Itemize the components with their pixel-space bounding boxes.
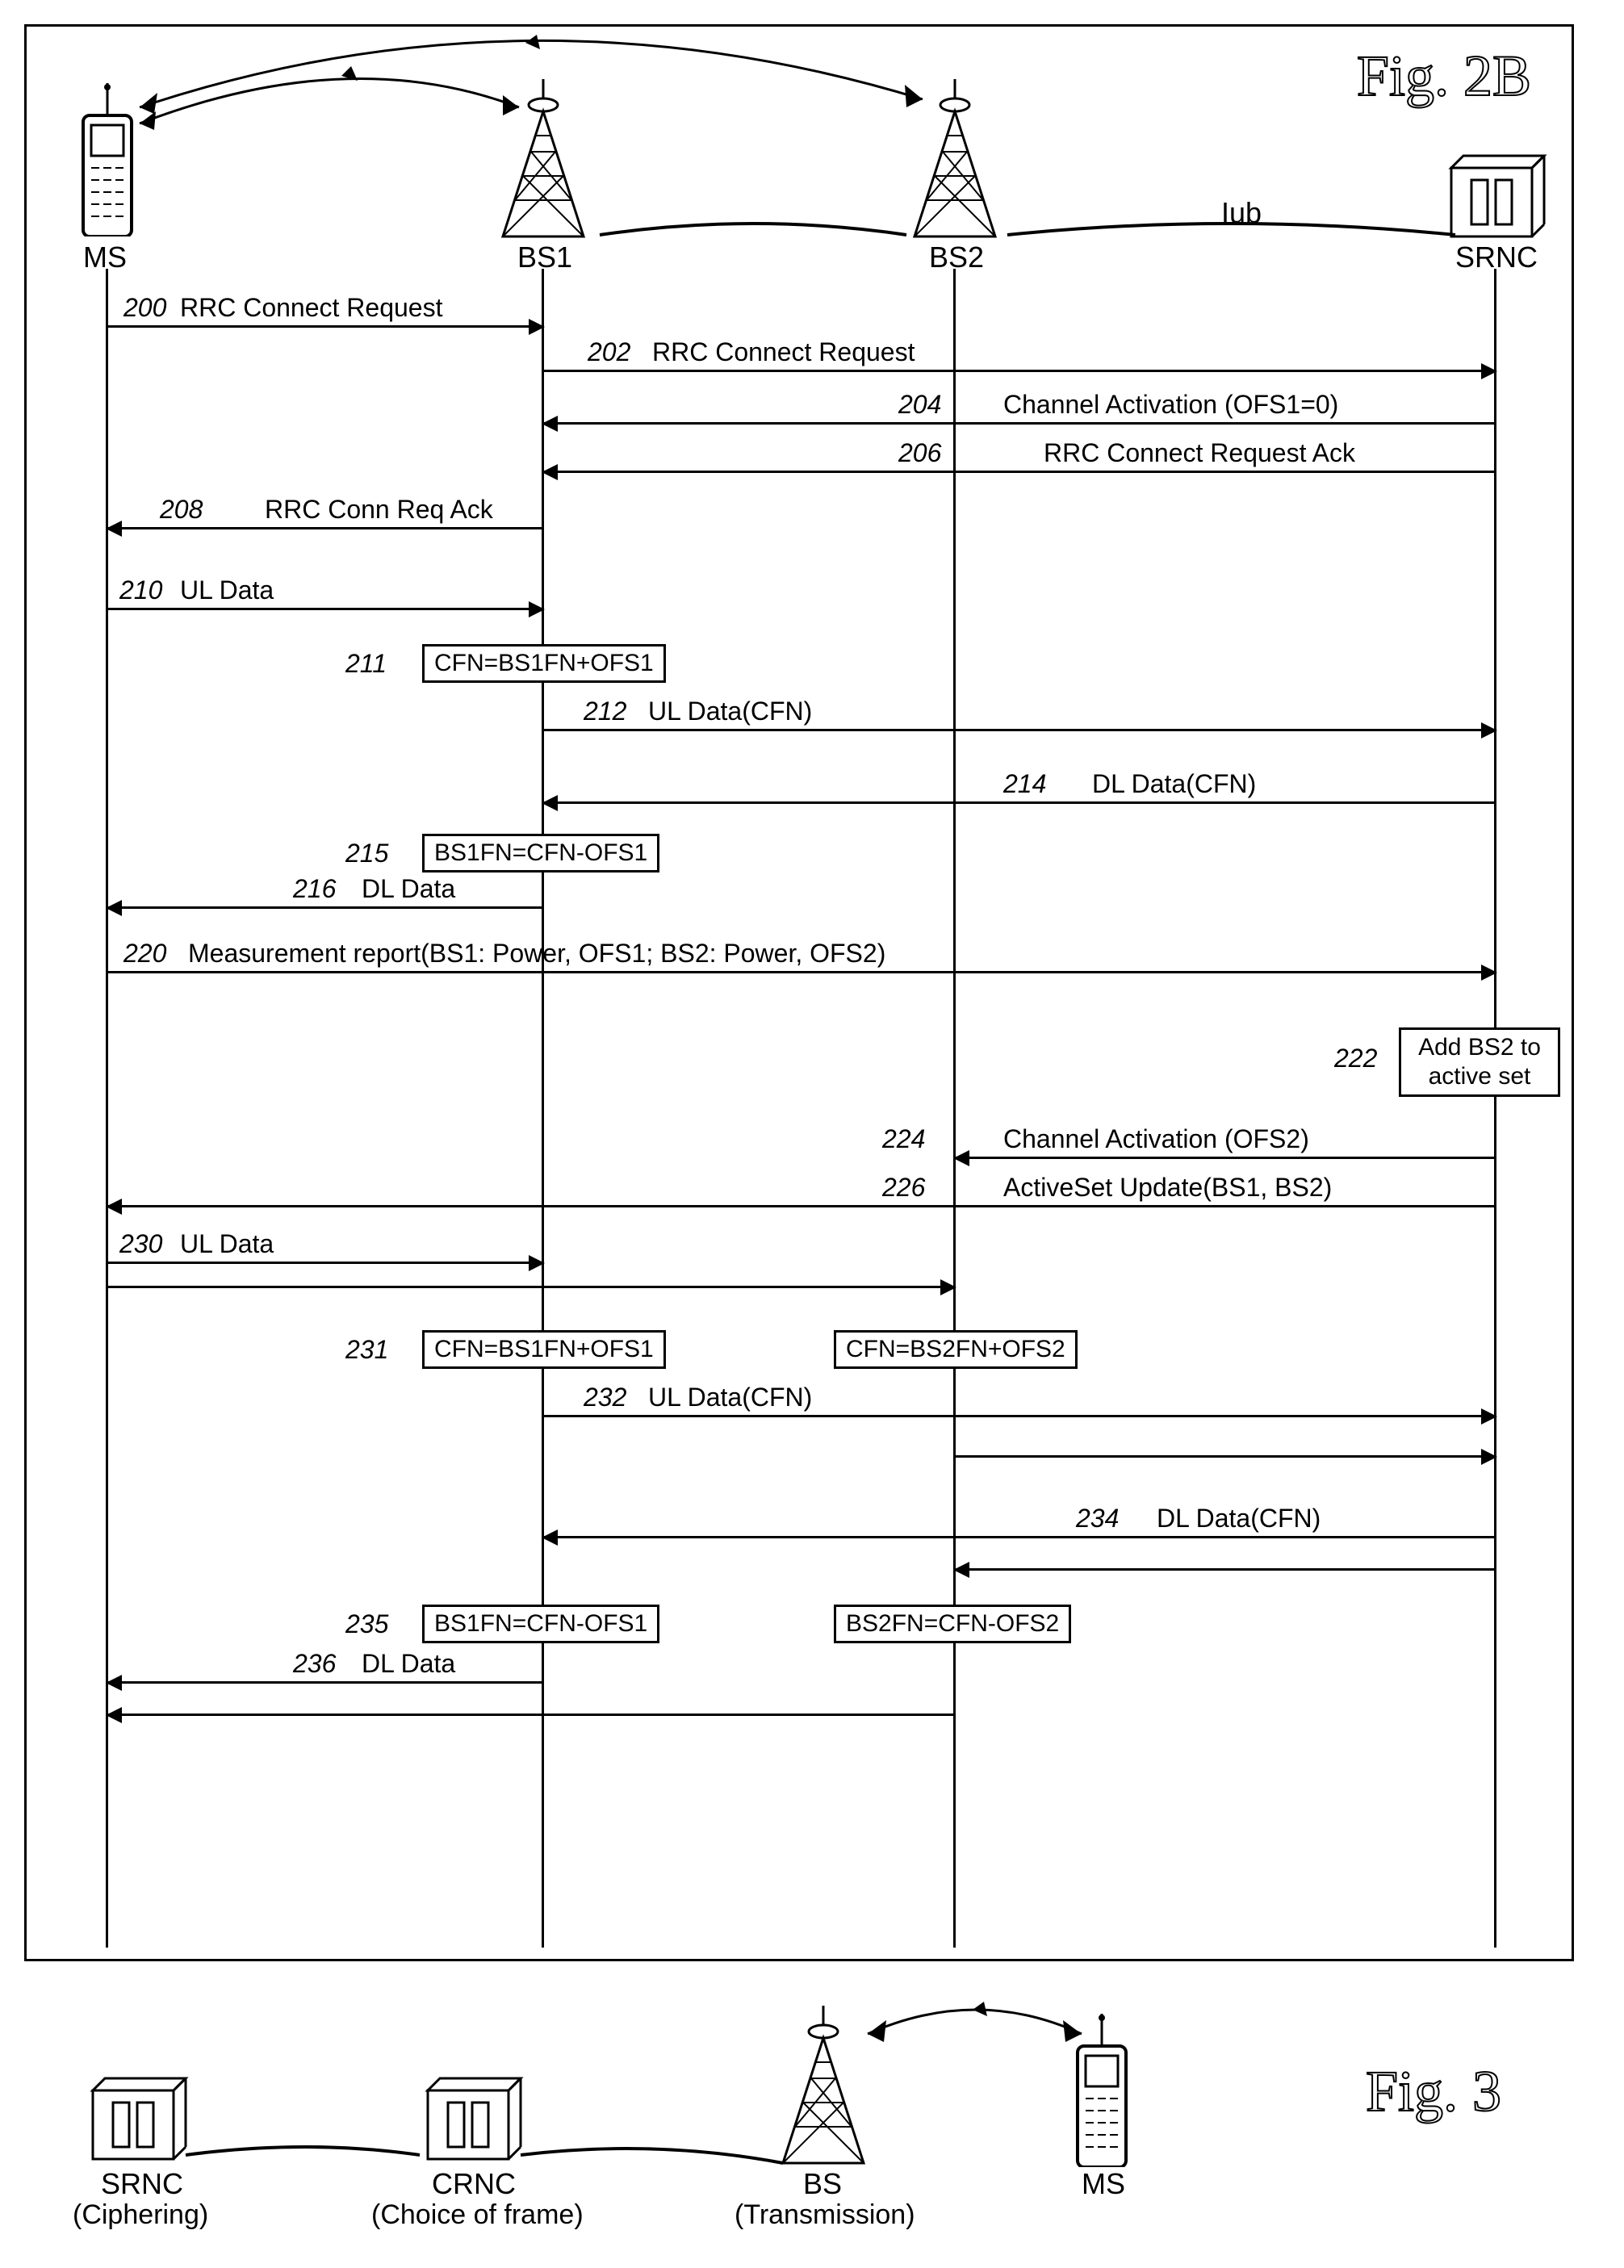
arrow-208 [107,527,543,529]
msg-label-236: DL Data [362,1649,455,1679]
arrow-17 [955,1568,1496,1571]
arrow-204 [543,422,1496,425]
msg-num-210: 210 [119,575,162,605]
bs1-label: BS1 [517,241,572,274]
msg-label-202: RRC Connect Request [652,337,915,367]
calc-box-0: CFN=BS1FN+OFS1 [422,644,666,683]
msg-num-206: 206 [898,438,941,468]
calc-box-2: CFN=BS1FN+OFS1 [422,1330,666,1369]
msg-num-232: 232 [584,1383,626,1412]
msg-num-226: 226 [882,1173,925,1203]
bs2-label: BS2 [929,241,984,274]
fig3-ms-name: MS [1082,2167,1125,2201]
ms-label: MS [83,241,127,274]
arrow-216 [107,906,543,909]
arrow-220 [107,971,1496,973]
arrow-212 [543,729,1496,731]
sidebox-222: Add BS2 to active set [1399,1027,1560,1097]
msg-num-216: 216 [293,874,336,904]
msg-num-212: 212 [584,697,626,726]
calc-box-3: CFN=BS2FN+OFS2 [834,1330,1078,1369]
msg-label-234: DL Data(CFN) [1157,1504,1321,1534]
msg-num-208: 208 [160,495,203,525]
fig3-srnc-name: SRNC [101,2167,183,2201]
fig3-bs-name: BS [803,2167,842,2201]
arrow-232 [543,1415,1496,1417]
fig3-title: Fig. 3 [1366,2058,1501,2125]
calc-num-235: 235 [345,1609,388,1639]
arrow-206 [543,471,1496,473]
msg-label-204: Channel Activation (OFS1=0) [1003,390,1338,420]
msg-num-230: 230 [119,1229,162,1259]
srnc-label: SRNC [1455,241,1538,274]
arrow-13 [107,1286,955,1288]
calc-box-5: BS2FN=CFN-OFS2 [834,1605,1071,1643]
arrow-210 [107,608,543,610]
msg-label-200: RRC Connect Request [180,293,442,323]
calc-box-4: BS1FN=CFN-OFS1 [422,1605,659,1643]
calc-num-231: 231 [345,1335,388,1365]
calc-box-1: BS1FN=CFN-OFS1 [422,834,659,872]
msg-num-202: 202 [588,337,630,367]
fig3-links [24,1994,1235,2220]
fig3-crnc-name: CRNC [432,2167,516,2201]
msg-num-214: 214 [1003,769,1046,799]
msg-label-216: DL Data [362,874,455,904]
arrow-226 [107,1205,1496,1207]
arrow-234 [543,1536,1496,1538]
msg-label-226: ActiveSet Update(BS1, BS2) [1003,1173,1332,1203]
arrow-224 [955,1157,1496,1159]
sidebox-num: 222 [1334,1044,1377,1073]
fig3-bs-sub: (Transmission) [735,2199,915,2231]
msg-label-210: UL Data [180,575,274,605]
arrow-19 [107,1714,955,1716]
arrow-236 [107,1681,543,1684]
fig3-container: Fig. 3 [24,1994,1574,2244]
fig2b-container: Fig. 2B [24,24,1574,1961]
srnc-lifeline [1494,269,1496,1948]
msg-label-206: RRC Connect Request Ack [1044,438,1355,468]
bs2-lifeline [953,269,956,1948]
arrow-202 [543,370,1496,372]
msg-label-214: DL Data(CFN) [1092,769,1256,799]
arrow-230 [107,1262,543,1264]
msg-label-212: UL Data(CFN) [648,697,812,726]
sidebox-line2: active set [1429,1063,1531,1090]
calc-num-211: 211 [345,649,387,679]
arrow-15 [955,1455,1496,1458]
bs1-lifeline [542,269,544,1948]
msg-num-224: 224 [882,1124,925,1154]
msg-label-220: Measurement report(BS1: Power, OFS1; BS2… [188,939,885,969]
fig3-crnc-sub: (Choice of frame) [371,2199,584,2231]
msg-num-200: 200 [123,293,166,323]
msg-num-234: 234 [1076,1504,1119,1534]
wireless-arrows [27,27,1576,253]
calc-num-215: 215 [345,839,388,868]
msg-num-220: 220 [123,939,166,969]
arrow-214 [543,801,1496,804]
msg-label-208: RRC Conn Req Ack [265,495,493,525]
msg-label-224: Channel Activation (OFS2) [1003,1124,1309,1154]
msg-label-232: UL Data(CFN) [648,1383,812,1412]
iub-label: Iub [1221,196,1262,230]
fig3-srnc-sub: (Ciphering) [73,2199,208,2231]
msg-num-204: 204 [898,390,941,420]
msg-label-230: UL Data [180,1229,274,1259]
sidebox-line1: Add BS2 to [1418,1034,1541,1061]
msg-num-236: 236 [293,1649,336,1679]
arrow-200 [107,325,543,328]
